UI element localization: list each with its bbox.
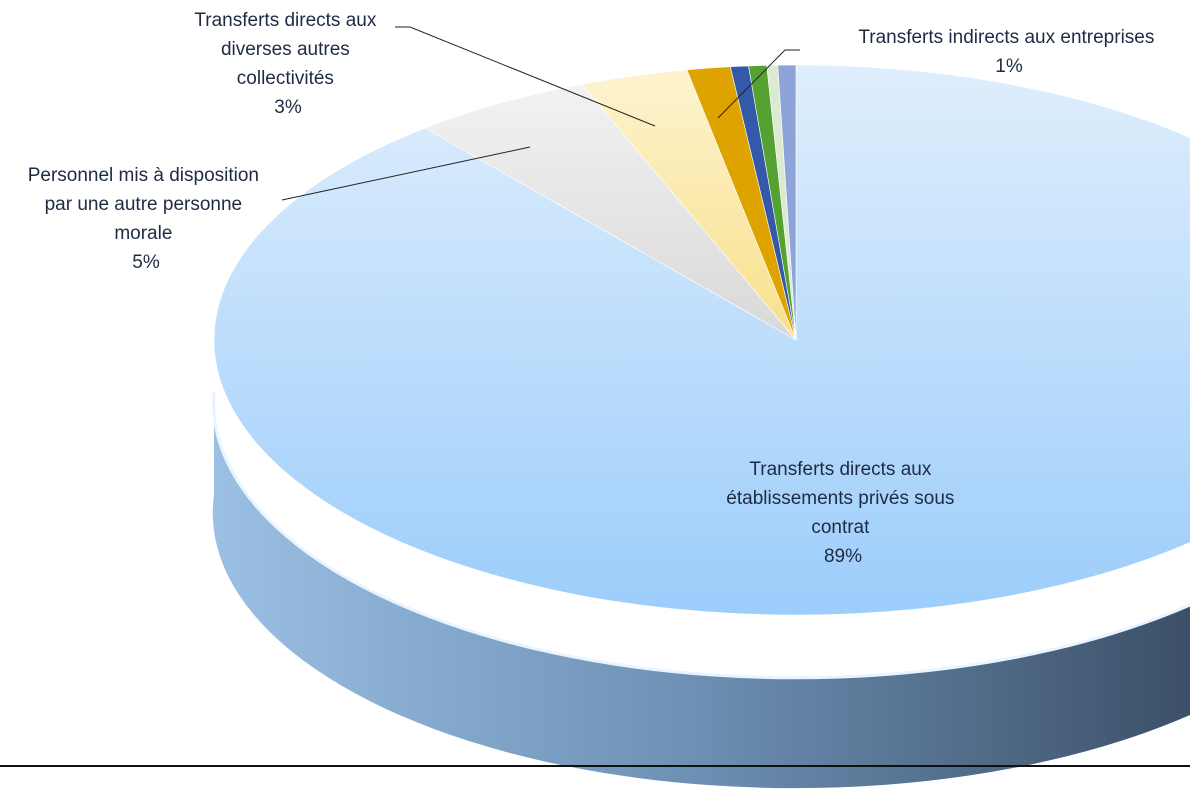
label-collectivites-line3: collectivités (237, 68, 334, 89)
label-collectivites-line1: Transferts directs aux (194, 10, 376, 31)
pie-side-wall (212, 390, 1190, 789)
label-main-line2: établissements privés sous (726, 488, 954, 509)
label-entreprises-value: 1% (995, 56, 1023, 77)
label-main-value: 89% (824, 546, 862, 567)
leader-line-collectivites (395, 26, 656, 127)
label-collectivites-line2: diverses autres (221, 39, 350, 60)
label-entreprises-line1: Transferts indirects aux entreprises (858, 27, 1154, 48)
label-personnel-line1: Personnel mis à disposition (28, 165, 259, 186)
label-main-line1: Transferts directs aux (749, 459, 931, 480)
leader-line-entreprises (717, 49, 800, 119)
label-main: Transferts directs aux établissements pr… (726, 459, 959, 567)
label-collectivites: Transferts directs aux diverses autres c… (194, 10, 381, 118)
pie-rim-highlight (212, 391, 1190, 680)
leader-line-personnel (281, 146, 531, 201)
pie-slice-7 (777, 64, 797, 341)
label-main-line3: contrat (811, 517, 870, 538)
label-collectivites-value: 3% (274, 97, 302, 118)
label-personnel-line2: par une autre personne (45, 194, 243, 215)
label-personnel: Personnel mis à disposition par une autr… (28, 165, 265, 273)
pie-slice-1 (424, 83, 797, 341)
pie-slice-0 (213, 64, 1190, 616)
label-entreprises: Transferts indirects aux entreprises 1% (858, 27, 1159, 77)
label-personnel-line3: morale (114, 223, 172, 244)
label-personnel-value: 5% (132, 252, 160, 273)
